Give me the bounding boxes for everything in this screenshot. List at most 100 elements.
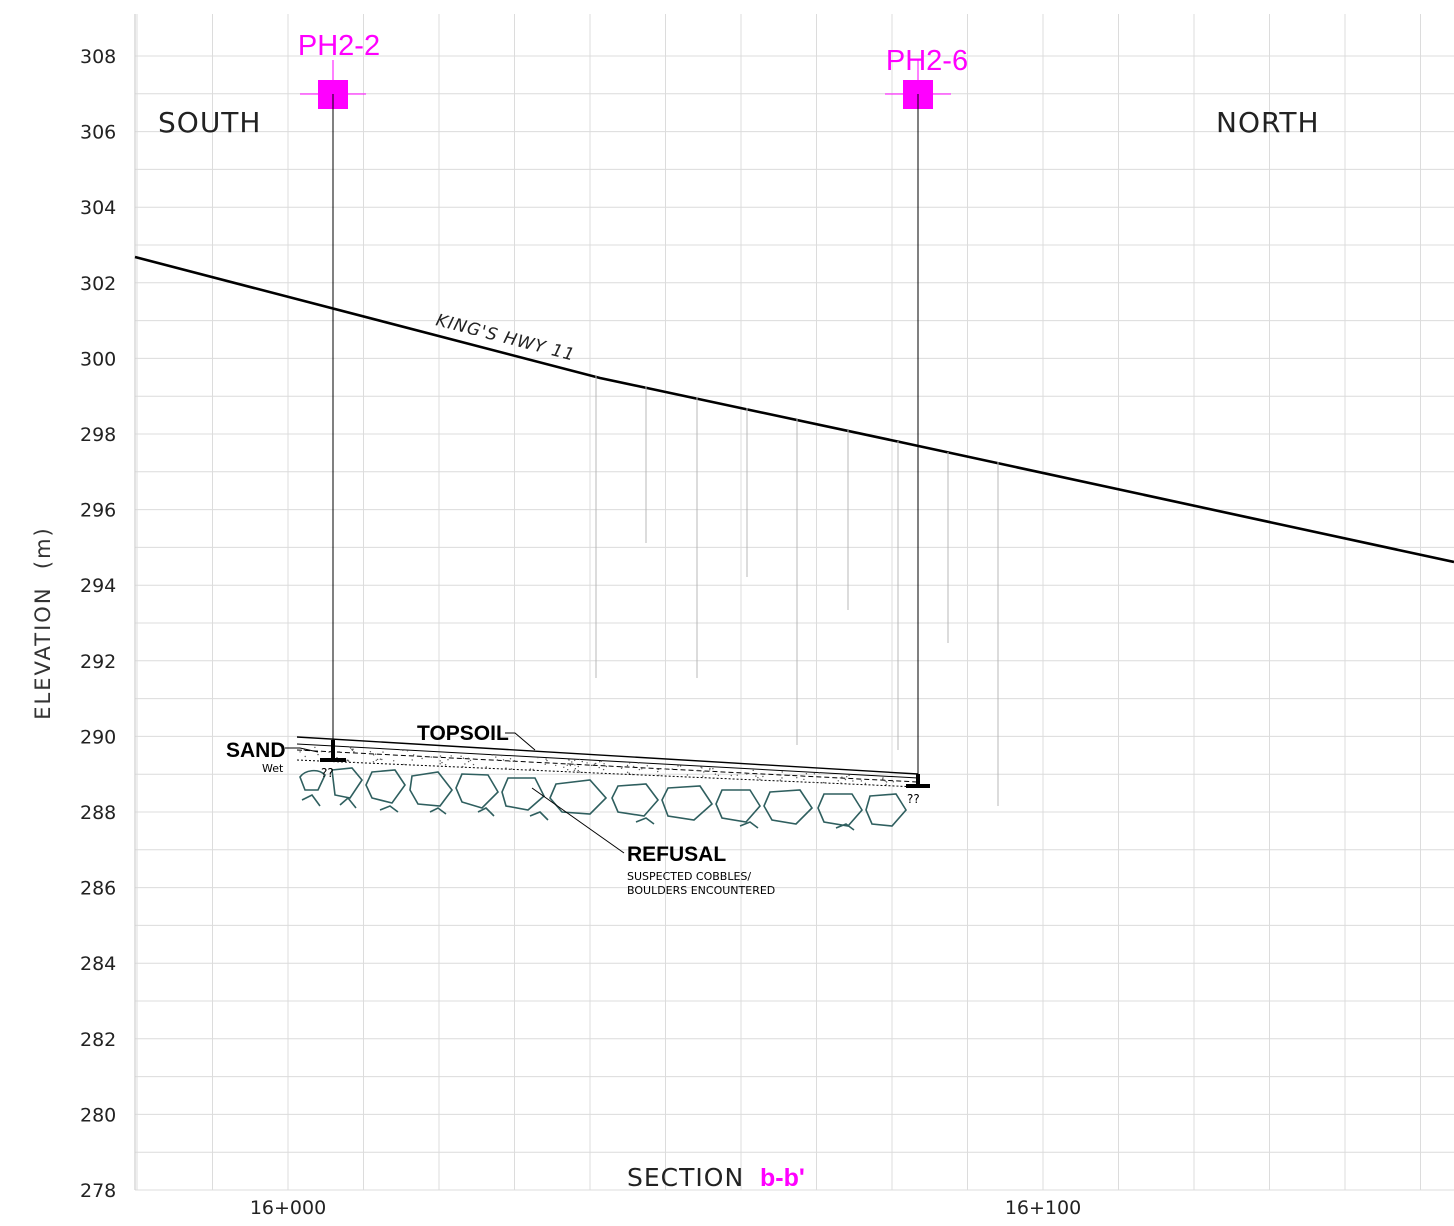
sand-dot [848,774,850,776]
sand-dot [563,766,565,768]
leader-lines [285,732,625,854]
sand-dot [671,768,673,770]
sand-dot [382,751,384,753]
sand-dot [803,778,805,781]
sand-dot [664,768,667,770]
y-tick-label: 306 [80,122,116,144]
borehole-PH2-2: PH2-2 ?? [298,30,380,780]
sand-dot [501,754,503,757]
refusal-note-line-2: BOULDERS ENCOUNTERED [627,884,775,897]
y-tick-label: 294 [80,575,116,597]
sand-dot [320,750,323,753]
sand-dot [353,751,355,753]
sand-dot [709,767,711,770]
sand-dot [509,758,512,760]
borehole-label: PH2-2 [298,30,380,62]
sand-dot [755,775,757,777]
sand-dot [430,756,432,758]
sand-dot [566,764,568,766]
sand-dot [628,762,631,764]
sand-dot [469,759,472,762]
sand-dot [752,769,754,772]
sand-dot [577,769,579,772]
y-tick-label: 286 [80,878,116,900]
sand-dot [439,755,442,757]
sand-dot [701,767,703,769]
unknown-marker: ?? [321,766,334,780]
sand-dot [709,769,711,771]
sand-dot [717,774,720,777]
sand-dot [375,759,377,761]
sand-dot [413,754,415,756]
sand-dot [577,765,579,768]
sand-note: Wet [262,762,284,775]
south-label: SOUTH [158,106,261,139]
sand-dot [460,755,462,757]
sand-dot [496,759,499,761]
sand-dot [600,760,602,762]
sand-dot [631,773,634,776]
sand-dot [393,760,395,762]
unknown-marker: ?? [907,792,920,806]
sand-dot [658,768,661,770]
sand-dot [462,757,465,759]
y-tick-label: 298 [80,424,116,446]
refusal-label: REFUSAL [627,843,726,866]
topsoil-label: TOPSOIL [417,722,509,745]
sand-dot [578,771,581,773]
sand-dot [505,767,507,769]
sand-dot [571,761,573,763]
sand-dot [637,762,639,764]
sand-dot [464,763,466,765]
sand-dot [369,751,372,753]
section-title: SECTION [627,1163,744,1192]
sand-dot [338,751,340,753]
sand-dot [581,760,583,763]
sand-dot [700,766,702,768]
sand-dot [568,759,570,761]
sand-dot [892,781,895,783]
sand-dot [574,768,577,770]
sand-dot [712,768,714,770]
sand-dot [822,781,825,784]
sand-dot [633,765,635,768]
sand-dot [495,756,497,758]
sand-dot [590,764,593,767]
sand-dot [399,749,402,751]
road-label: KING'S HWY 11 [434,310,577,365]
sand-dot [626,771,629,773]
sand-dot [447,759,449,761]
sand-dot [529,768,532,770]
sand-dot [714,773,717,775]
sand-dot [667,768,669,770]
sand-dot [656,768,658,770]
sand-dot [757,777,759,779]
sand-dot [762,775,764,778]
sand-dot [421,757,423,760]
borehole-label: PH2-6 [886,45,968,77]
sand-dot [299,751,301,753]
sand-dot [584,771,586,774]
refusal-note-line-1: SUSPECTED COBBLES/ [627,870,751,883]
x-tick-labels: 16+000 16+100 [250,1197,1081,1219]
sand-label: SAND [226,739,286,762]
sand-dot [462,765,464,768]
sand-dot [679,765,682,767]
sand-dot [702,775,704,777]
strata-lines [296,736,919,788]
sand-dot [620,767,623,769]
grid [134,14,1454,1191]
sand-dot [781,771,783,773]
y-tick-label: 290 [80,726,116,748]
sand-dot [840,782,842,784]
sand-dot [314,746,316,749]
sand-dot [686,774,689,776]
sand-dot [353,761,356,764]
y-tick-label: 300 [80,348,116,370]
sand-dot [657,768,660,771]
sand-dot [349,747,352,749]
sand-dot [403,763,405,766]
sand-dot [444,764,447,766]
sand-dot [347,760,350,762]
north-label: NORTH [1216,106,1320,139]
